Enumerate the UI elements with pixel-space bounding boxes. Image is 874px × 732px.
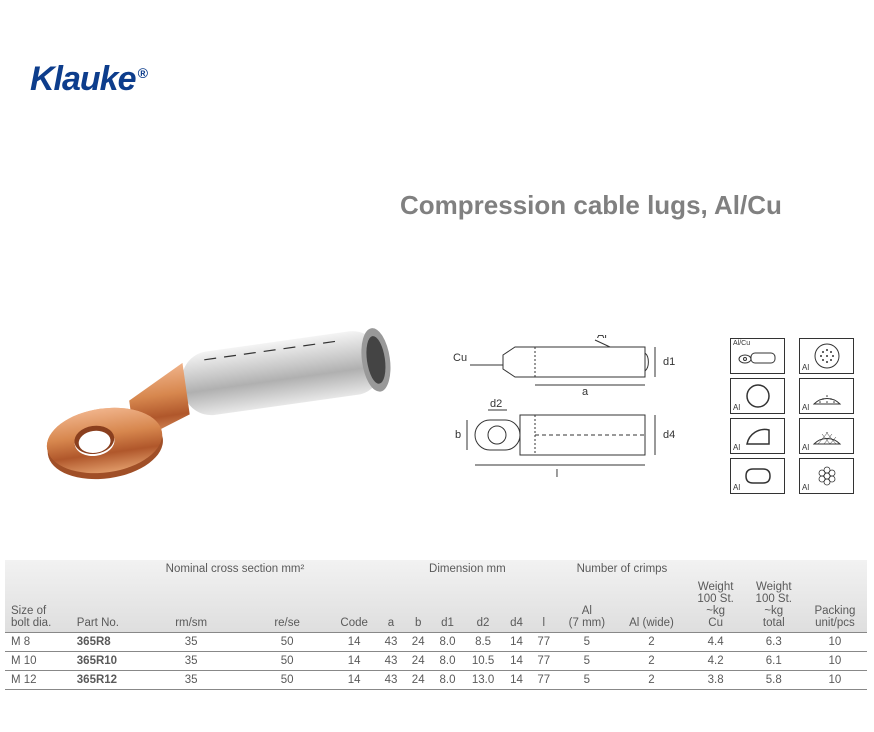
- table-cell: 24: [405, 652, 432, 671]
- table-cell: 365R12: [71, 671, 139, 690]
- table-cell: 4.2: [687, 652, 745, 671]
- column-header: Size of bolt dia.: [5, 578, 71, 633]
- table-cell: 6.1: [745, 652, 803, 671]
- table-cell: 6.3: [745, 633, 803, 652]
- table-cell: 43: [377, 671, 404, 690]
- table-cell: 8.0: [432, 671, 463, 690]
- page-title: Compression cable lugs, Al/Cu: [400, 190, 782, 221]
- column-header: d1: [432, 578, 463, 633]
- icon-halfsector: Al: [730, 418, 785, 454]
- table-cell: 10.5: [463, 652, 503, 671]
- icon-dots: Al: [799, 338, 854, 374]
- table-cell: 2: [616, 652, 686, 671]
- spec-table: Nominal cross section mm² Dimension mmNum…: [5, 560, 867, 690]
- table-cell: 50: [243, 633, 331, 652]
- dim-a-label: a: [582, 386, 589, 398]
- column-header: Code: [331, 578, 377, 633]
- column-header: re/se: [243, 578, 331, 633]
- table-cell: 77: [530, 633, 557, 652]
- column-header: Weight 100 St. ~kg Cu: [687, 578, 745, 633]
- table-cell: 77: [530, 652, 557, 671]
- table-cell: 50: [243, 671, 331, 690]
- table-cell: 5: [557, 633, 616, 652]
- icon-bundle: Al: [799, 458, 854, 494]
- table-cell: 50: [243, 652, 331, 671]
- table-cell: 2: [616, 633, 686, 652]
- column-header: Packing unit/pcs: [803, 578, 867, 633]
- column-header: b: [405, 578, 432, 633]
- table-cell: 24: [405, 671, 432, 690]
- dim-d1-label: d1: [663, 356, 675, 368]
- table-row: M 12365R1235501443248.013.01477523.85.81…: [5, 671, 867, 690]
- logo-reg: ®: [138, 65, 147, 81]
- table-cell: 10: [803, 652, 867, 671]
- table-cell: 3.8: [687, 671, 745, 690]
- logo-text: Klauke: [30, 60, 136, 98]
- table-cell: 2: [616, 671, 686, 690]
- icon-hex: Al: [730, 458, 785, 494]
- table-cell: 8.5: [463, 633, 503, 652]
- group-header: [687, 560, 867, 578]
- table-cell: 14: [331, 652, 377, 671]
- cu-label: Cu: [453, 352, 467, 364]
- table-cell: 43: [377, 633, 404, 652]
- table-cell: 5: [557, 671, 616, 690]
- table-row: M 10365R1035501443248.010.51477524.26.11…: [5, 652, 867, 671]
- table-cell: 35: [139, 652, 243, 671]
- table-cell: 14: [331, 671, 377, 690]
- table-cell: 10: [803, 671, 867, 690]
- table-cell: 8.0: [432, 633, 463, 652]
- icon-sector: Al: [799, 378, 854, 414]
- table-cell: 4.4: [687, 633, 745, 652]
- icon-grid: Al/Cu Al Al Al Al Al Al Al: [730, 338, 854, 494]
- group-header: [5, 560, 139, 578]
- table-cell: 14: [503, 633, 530, 652]
- table-cell: 43: [377, 652, 404, 671]
- table-body: M 8365R835501443248.08.51477524.46.310M …: [5, 633, 867, 690]
- group-header: Dimension mm: [377, 560, 557, 578]
- group-header: [331, 560, 377, 578]
- icon-circle: Al: [730, 378, 785, 414]
- table-cell: 13.0: [463, 671, 503, 690]
- table-cell: 35: [139, 671, 243, 690]
- table-cell: 14: [503, 652, 530, 671]
- column-header: Weight 100 St. ~kg total: [745, 578, 803, 633]
- table-cell: 10: [803, 633, 867, 652]
- column-header: a: [377, 578, 404, 633]
- dim-d4-label: d4: [663, 429, 675, 441]
- brand-logo: Klauke®: [30, 60, 147, 99]
- dim-b-label: b: [455, 429, 461, 441]
- table-cell: 77: [530, 671, 557, 690]
- table-cell: 8.0: [432, 652, 463, 671]
- group-header: Nominal cross section mm²: [139, 560, 331, 578]
- table-cell: M 10: [5, 652, 71, 671]
- table-cell: 14: [503, 671, 530, 690]
- table-cell: 365R8: [71, 633, 139, 652]
- table-cell: 14: [331, 633, 377, 652]
- column-header: Al (wide): [616, 578, 686, 633]
- column-header: d2: [463, 578, 503, 633]
- icon-mesh: Al: [799, 418, 854, 454]
- table-cell: M 12: [5, 671, 71, 690]
- table-row: M 8365R835501443248.08.51477524.46.310: [5, 633, 867, 652]
- dim-d2-label: d2: [490, 398, 502, 410]
- table-cell: 24: [405, 633, 432, 652]
- table-cell: 5.8: [745, 671, 803, 690]
- table-cell: 35: [139, 633, 243, 652]
- technical-diagram: a d1 Cu Al b d2 d4 l: [445, 335, 695, 485]
- product-photo: [20, 300, 420, 500]
- icon-alcu-lug: Al/Cu: [730, 338, 785, 374]
- column-header: Al (7 mm): [557, 578, 616, 633]
- column-header: Part No.: [71, 578, 139, 633]
- dim-l-label: l: [556, 468, 558, 480]
- table-cell: M 8: [5, 633, 71, 652]
- column-header: l: [530, 578, 557, 633]
- column-header: d4: [503, 578, 530, 633]
- group-header: Number of crimps: [557, 560, 686, 578]
- table-cell: 365R10: [71, 652, 139, 671]
- al-label: Al: [597, 335, 607, 341]
- table-header: Nominal cross section mm² Dimension mmNum…: [5, 560, 867, 633]
- column-header: rm/sm: [139, 578, 243, 633]
- table-cell: 5: [557, 652, 616, 671]
